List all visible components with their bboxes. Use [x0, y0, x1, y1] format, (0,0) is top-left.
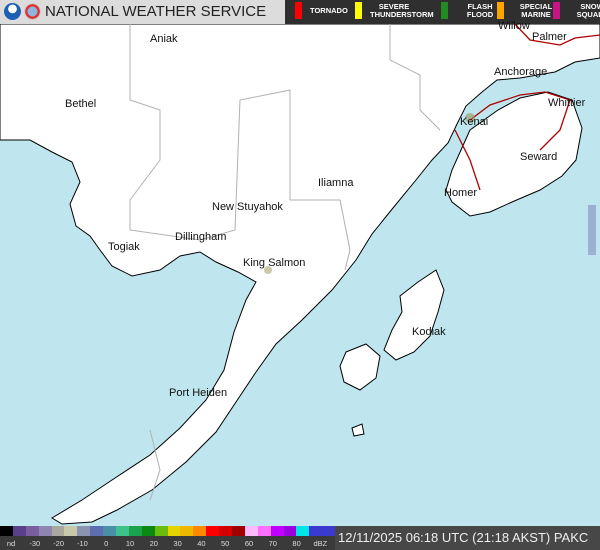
color-swatch — [270, 526, 284, 536]
reflectivity-legend: nd -30 -20 -10 0 10 20 30 40 50 60 70 80 dBZ — [0, 526, 336, 550]
place-label: Kenai — [460, 116, 489, 128]
color-swatch — [309, 526, 323, 536]
warning-label: SEVERE THUNDERSTORM — [370, 1, 434, 19]
legend-tick: 20 — [149, 539, 158, 548]
warning-label: SNOW SQUALL — [576, 1, 600, 19]
color-swatch — [167, 526, 181, 536]
warning-swatch — [295, 2, 302, 19]
legend-tick: 40 — [197, 539, 206, 548]
place-label: New Stuyahok — [212, 201, 283, 213]
place-label: Bethel — [65, 98, 97, 110]
place-label: Iliamna — [318, 177, 354, 189]
color-swatch — [283, 526, 297, 536]
warning-swatch — [441, 2, 448, 19]
warning-label: SPECIAL MARINE — [519, 1, 553, 19]
color-swatch — [90, 526, 104, 536]
color-swatch — [77, 526, 91, 536]
noaa-logo[interactable] — [4, 3, 21, 20]
color-swatch — [232, 526, 245, 536]
color-swatch — [64, 526, 78, 536]
place-label: Willow — [498, 20, 530, 32]
color-swatch — [296, 526, 310, 536]
borders — [129, 24, 441, 501]
warning-swatch — [553, 2, 560, 19]
radar-map[interactable] — [0, 24, 600, 526]
place-label: Port Heiden — [169, 387, 228, 399]
legend-tick: -10 — [76, 539, 88, 548]
legend-tick: 10 — [125, 539, 135, 548]
mainland — [0, 24, 600, 525]
color-swatch — [51, 526, 65, 536]
place-label: Palmer — [532, 31, 567, 43]
warning-severe-thunderstorm: SEVERE THUNDERSTORM — [355, 1, 434, 19]
warning-swatch — [355, 2, 362, 19]
color-swatch — [219, 526, 233, 536]
warning-snow-squall: SNOW SQUALL — [553, 2, 600, 19]
island — [351, 423, 365, 437]
color-swatch — [25, 526, 39, 536]
place-label: Homer — [444, 187, 478, 199]
warning-tornado: TORNADO — [295, 2, 348, 19]
color-swatch — [128, 526, 142, 536]
color-swatch — [180, 526, 194, 536]
place-label: Seward — [520, 151, 558, 163]
place-label: Aniak — [150, 33, 178, 45]
place-label: Dillingham — [175, 231, 227, 243]
timestamp: 12/11/2025 06:18 UTC (21:18 AKST) PAKC — [335, 526, 600, 550]
legend-tick: dBZ — [313, 539, 328, 548]
legend-tick: 80 — [292, 539, 301, 548]
warning-special-marine: SPECIAL MARINE — [497, 2, 560, 19]
legend-tick: 0 — [104, 539, 109, 548]
warning-label: TORNADO — [310, 5, 348, 15]
place-label: Whittier — [548, 97, 586, 109]
island — [339, 343, 381, 391]
roads — [454, 24, 600, 191]
legend-tick: 50 — [221, 539, 230, 548]
legend-tick: 70 — [268, 539, 277, 548]
legend-tick: -30 — [29, 539, 41, 548]
place-label: Kodiak — [412, 326, 446, 338]
color-swatch — [103, 526, 117, 536]
color-swatch — [206, 526, 220, 536]
color-swatch — [116, 526, 129, 536]
color-swatch — [322, 526, 336, 536]
color-swatch — [193, 526, 207, 536]
color-bar — [0, 526, 336, 536]
legend-tick: 60 — [244, 539, 254, 548]
warning-label: FLASH FLOOD — [466, 1, 494, 19]
color-swatch — [0, 526, 13, 536]
warning-swatch — [497, 2, 504, 19]
color-swatch — [12, 526, 26, 536]
place-label: King Salmon — [243, 257, 306, 269]
place-label: Togiak — [108, 241, 140, 253]
color-swatch — [257, 526, 271, 536]
color-swatch — [154, 526, 168, 536]
legend-tick: nd — [6, 539, 16, 548]
color-swatch — [244, 526, 258, 536]
page-title: NATIONAL WEATHER SERVICE — [45, 3, 267, 20]
place-label: Anchorage — [494, 66, 548, 78]
legend-tick: 30 — [173, 539, 182, 548]
warning-legend: TORNADO SEVERE THUNDERSTORM FLASH FLOOD SPE… — [285, 0, 600, 24]
color-swatch — [141, 526, 155, 536]
color-swatch — [38, 526, 52, 536]
kodiak-island — [383, 269, 445, 361]
warning-flash-flood: FLASH FLOOD — [441, 2, 504, 19]
radar-echoes — [264, 113, 596, 274]
kenai-peninsula — [445, 91, 583, 217]
nws-logo[interactable] — [24, 3, 41, 20]
legend-tick: -20 — [53, 539, 65, 548]
